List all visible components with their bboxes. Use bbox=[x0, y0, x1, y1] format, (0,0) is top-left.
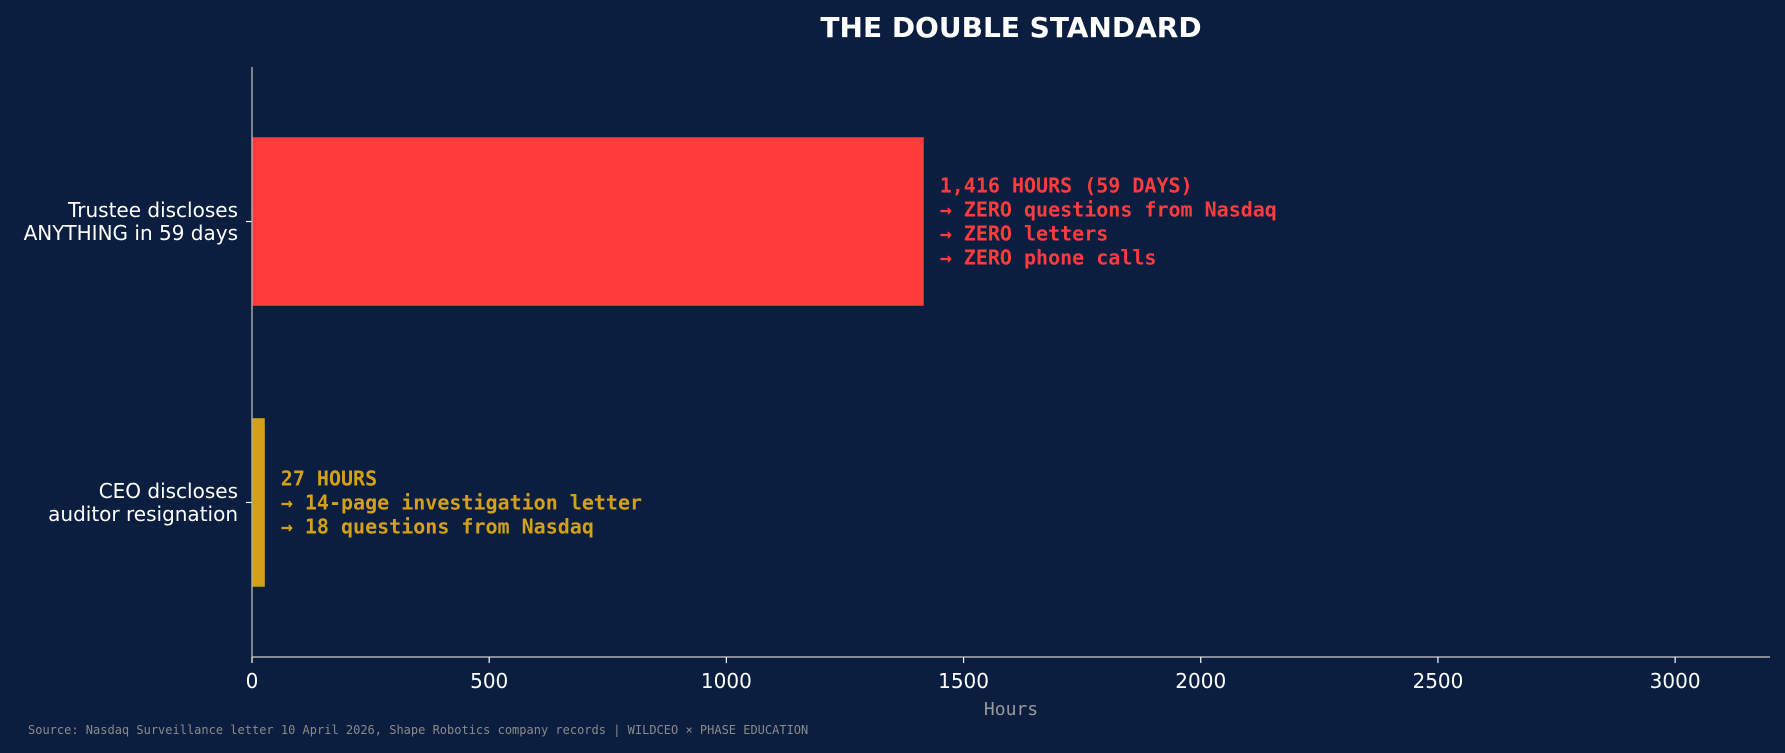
annotations-layer: 1,416 HOURS (59 DAYS) → ZERO questions fr… bbox=[281, 174, 1277, 539]
x-tick-label-500: 500 bbox=[470, 669, 508, 693]
category-label-1: Trustee discloses ANYTHING in 59 days bbox=[24, 198, 238, 245]
chart-title: THE DOUBLE STANDARD bbox=[820, 11, 1201, 44]
axes-layer: Trustee discloses ANYTHING in 59 days CEO … bbox=[24, 67, 1770, 693]
x-tick-label-1500: 1500 bbox=[938, 669, 989, 693]
x-tick-label-3000: 3000 bbox=[1650, 669, 1701, 693]
bar-annotation-2: 27 HOURS → 14-page investigation letter → … bbox=[281, 466, 642, 538]
x-tick-label-2000: 2000 bbox=[1175, 669, 1226, 693]
x-tick-label-1000: 1000 bbox=[701, 669, 752, 693]
category-label-2: CEO discloses auditor resignation bbox=[48, 479, 238, 526]
bars-layer bbox=[252, 137, 924, 587]
x-tick-label-2500: 2500 bbox=[1412, 669, 1463, 693]
bar-1 bbox=[252, 137, 924, 306]
x-axis-label: Hours bbox=[984, 699, 1038, 720]
bar-2 bbox=[252, 418, 265, 587]
bar-annotation-1: 1,416 HOURS (59 DAYS) → ZERO questions fr… bbox=[940, 174, 1277, 270]
x-tick-label-0: 0 bbox=[246, 669, 259, 693]
source-note: Source: Nasdaq Surveillance letter 10 Ap… bbox=[28, 723, 808, 737]
